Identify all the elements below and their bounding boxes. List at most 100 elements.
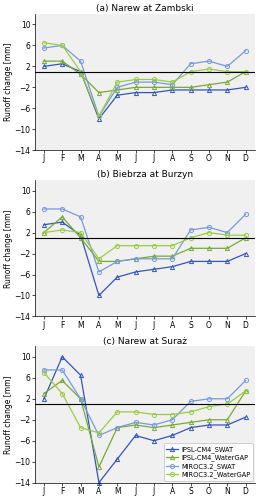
IPSL-CM4_SWAT	[97, 480, 100, 486]
MIROC3.2_WaterGAP	[42, 230, 45, 235]
MIROC3.2_SWAT	[207, 224, 211, 230]
IPSL-CM4_SWAT	[61, 354, 64, 360]
IPSL-CM4_WaterGAP	[61, 378, 64, 384]
IPSL-CM4_WaterGAP	[189, 246, 192, 252]
MIROC3.2_SWAT	[116, 84, 119, 90]
MIROC3.2_WaterGAP	[97, 256, 100, 262]
IPSL-CM4_WaterGAP	[79, 71, 82, 77]
IPSL-CM4_SWAT	[116, 274, 119, 280]
MIROC3.2_SWAT	[134, 420, 137, 426]
IPSL-CM4_WaterGAP	[134, 84, 137, 90]
Legend: IPSL-CM4_SWAT, IPSL-CM4_WaterGAP, MIROC3.2_SWAT, MIROC3.2_WaterGAP: IPSL-CM4_SWAT, IPSL-CM4_WaterGAP, MIROC3…	[164, 444, 253, 480]
Title: (b) Biebrza at Burzyn: (b) Biebrza at Burzyn	[97, 170, 193, 179]
MIROC3.2_WaterGAP	[61, 227, 64, 233]
MIROC3.2_SWAT	[244, 48, 247, 54]
IPSL-CM4_SWAT	[97, 292, 100, 298]
IPSL-CM4_SWAT	[152, 438, 155, 444]
MIROC3.2_SWAT	[189, 398, 192, 404]
IPSL-CM4_SWAT	[116, 92, 119, 98]
IPSL-CM4_WaterGAP	[61, 58, 64, 64]
MIROC3.2_WaterGAP	[207, 66, 211, 72]
Line: MIROC3.2_SWAT: MIROC3.2_SWAT	[42, 207, 248, 274]
MIROC3.2_SWAT	[61, 42, 64, 48]
IPSL-CM4_SWAT	[207, 258, 211, 264]
Y-axis label: Runoff change [mm]: Runoff change [mm]	[4, 209, 13, 288]
IPSL-CM4_SWAT	[116, 456, 119, 462]
MIROC3.2_SWAT	[171, 256, 174, 262]
IPSL-CM4_WaterGAP	[97, 258, 100, 264]
Line: IPSL-CM4_SWAT: IPSL-CM4_SWAT	[42, 355, 248, 484]
MIROC3.2_WaterGAP	[226, 68, 229, 74]
MIROC3.2_SWAT	[244, 211, 247, 217]
IPSL-CM4_WaterGAP	[152, 84, 155, 90]
MIROC3.2_SWAT	[171, 82, 174, 87]
IPSL-CM4_WaterGAP	[171, 422, 174, 428]
MIROC3.2_SWAT	[42, 206, 45, 212]
MIROC3.2_SWAT	[97, 269, 100, 275]
MIROC3.2_WaterGAP	[152, 412, 155, 418]
IPSL-CM4_WaterGAP	[42, 230, 45, 235]
MIROC3.2_WaterGAP	[189, 68, 192, 74]
IPSL-CM4_SWAT	[42, 64, 45, 70]
IPSL-CM4_SWAT	[61, 61, 64, 67]
MIROC3.2_SWAT	[97, 432, 100, 438]
IPSL-CM4_WaterGAP	[97, 464, 100, 470]
MIROC3.2_SWAT	[61, 206, 64, 212]
MIROC3.2_SWAT	[79, 58, 82, 64]
MIROC3.2_WaterGAP	[171, 79, 174, 85]
Line: MIROC3.2_WaterGAP: MIROC3.2_WaterGAP	[42, 370, 248, 435]
MIROC3.2_WaterGAP	[97, 113, 100, 119]
MIROC3.2_WaterGAP	[97, 430, 100, 436]
IPSL-CM4_SWAT	[244, 414, 247, 420]
MIROC3.2_WaterGAP	[244, 388, 247, 394]
MIROC3.2_WaterGAP	[42, 370, 45, 376]
IPSL-CM4_WaterGAP	[134, 256, 137, 262]
MIROC3.2_SWAT	[116, 258, 119, 264]
MIROC3.2_WaterGAP	[116, 242, 119, 248]
Title: (c) Narew at Suraż: (c) Narew at Suraż	[103, 336, 187, 345]
Line: MIROC3.2_SWAT: MIROC3.2_SWAT	[42, 44, 248, 118]
IPSL-CM4_WaterGAP	[207, 246, 211, 252]
IPSL-CM4_SWAT	[189, 87, 192, 93]
IPSL-CM4_SWAT	[79, 372, 82, 378]
Y-axis label: Runoff change [mm]: Runoff change [mm]	[4, 43, 13, 122]
IPSL-CM4_SWAT	[61, 219, 64, 225]
MIROC3.2_WaterGAP	[244, 232, 247, 238]
IPSL-CM4_WaterGAP	[244, 68, 247, 74]
IPSL-CM4_SWAT	[134, 432, 137, 438]
IPSL-CM4_SWAT	[171, 87, 174, 93]
MIROC3.2_WaterGAP	[244, 68, 247, 74]
MIROC3.2_SWAT	[226, 396, 229, 402]
MIROC3.2_SWAT	[244, 378, 247, 384]
IPSL-CM4_WaterGAP	[226, 246, 229, 252]
IPSL-CM4_WaterGAP	[116, 87, 119, 93]
MIROC3.2_SWAT	[207, 58, 211, 64]
MIROC3.2_WaterGAP	[226, 232, 229, 238]
IPSL-CM4_SWAT	[152, 90, 155, 96]
IPSL-CM4_WaterGAP	[79, 235, 82, 241]
MIROC3.2_SWAT	[152, 256, 155, 262]
MIROC3.2_WaterGAP	[207, 230, 211, 235]
MIROC3.2_SWAT	[97, 113, 100, 119]
MIROC3.2_SWAT	[116, 424, 119, 430]
IPSL-CM4_SWAT	[171, 432, 174, 438]
MIROC3.2_WaterGAP	[116, 409, 119, 415]
Line: MIROC3.2_SWAT: MIROC3.2_SWAT	[42, 368, 248, 438]
IPSL-CM4_WaterGAP	[42, 58, 45, 64]
IPSL-CM4_WaterGAP	[79, 396, 82, 402]
IPSL-CM4_WaterGAP	[189, 420, 192, 426]
Title: (a) Narew at Zambski: (a) Narew at Zambski	[96, 4, 193, 13]
Line: IPSL-CM4_WaterGAP: IPSL-CM4_WaterGAP	[42, 59, 248, 94]
IPSL-CM4_WaterGAP	[152, 424, 155, 430]
IPSL-CM4_SWAT	[244, 250, 247, 256]
MIROC3.2_WaterGAP	[134, 409, 137, 415]
IPSL-CM4_SWAT	[171, 264, 174, 270]
IPSL-CM4_SWAT	[42, 222, 45, 228]
IPSL-CM4_SWAT	[189, 258, 192, 264]
IPSL-CM4_WaterGAP	[207, 82, 211, 87]
MIROC3.2_SWAT	[152, 79, 155, 85]
MIROC3.2_SWAT	[171, 417, 174, 423]
MIROC3.2_SWAT	[152, 422, 155, 428]
IPSL-CM4_WaterGAP	[42, 390, 45, 396]
MIROC3.2_WaterGAP	[79, 424, 82, 430]
